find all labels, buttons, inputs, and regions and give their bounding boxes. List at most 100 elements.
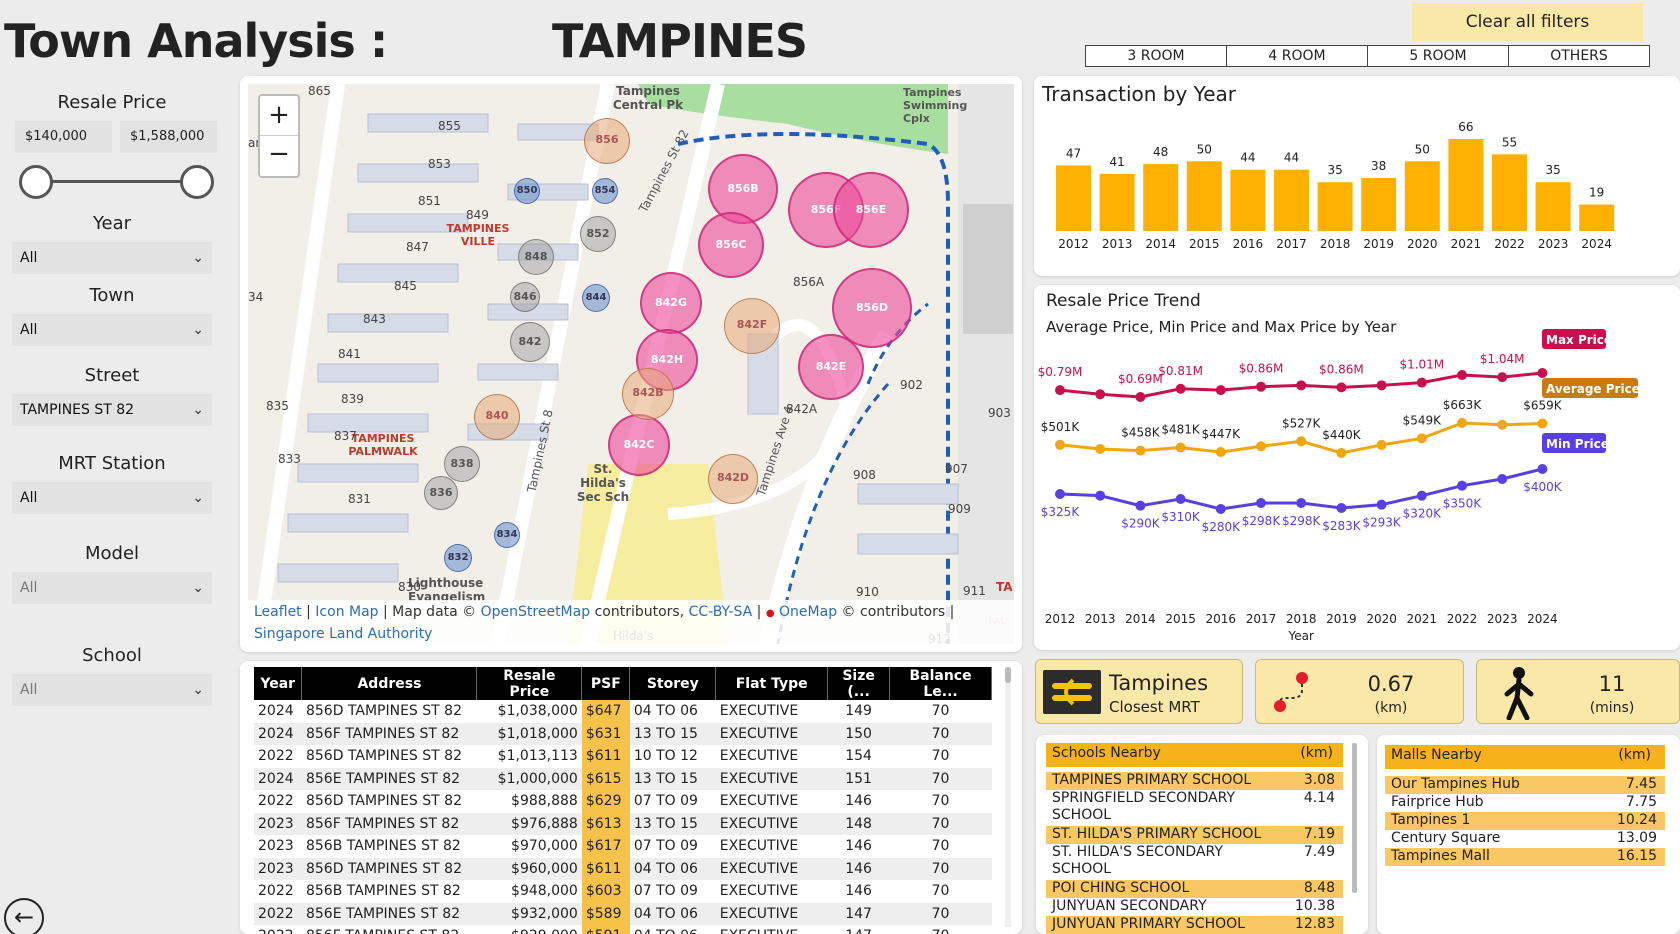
list-item[interactable]: Century Square 13.09: [1385, 830, 1665, 848]
data-point[interactable]: [1416, 377, 1427, 388]
data-point[interactable]: [1497, 474, 1508, 484]
bar-2023[interactable]: [1535, 182, 1571, 231]
legend-tag[interactable]: [1542, 433, 1606, 453]
col-year[interactable]: Year: [254, 667, 303, 700]
map-marker-842g[interactable]: 842G: [640, 272, 702, 334]
map-marker-842c[interactable]: 842C: [608, 414, 670, 476]
list-item[interactable]: Tampines 1 10.24: [1385, 812, 1665, 830]
data-point[interactable]: [1537, 418, 1548, 429]
map-marker-856e[interactable]: 856E: [833, 172, 909, 248]
zoom-in-button[interactable]: +: [260, 96, 298, 136]
map-marker-850[interactable]: 850: [514, 178, 540, 204]
bar-2019[interactable]: [1361, 178, 1397, 231]
data-point[interactable]: [1215, 504, 1226, 514]
map-marker-832[interactable]: 832: [444, 544, 472, 572]
table-row[interactable]: 2022856F TAMPINES ST 82$929,000$59104 TO…: [254, 925, 992, 934]
data-point[interactable]: [1457, 480, 1467, 491]
list-item[interactable]: JUNYUAN PRIMARY SCHOOL 12.83: [1046, 916, 1343, 934]
tab-3-room[interactable]: 3 ROOM: [1085, 45, 1227, 67]
data-point[interactable]: [1296, 380, 1307, 391]
map-marker-848[interactable]: 848: [518, 239, 554, 275]
list-item[interactable]: TAMPINES PRIMARY SCHOOL 3.08: [1046, 772, 1343, 790]
col-storey[interactable]: Storey: [629, 667, 717, 700]
bar-2021[interactable]: [1448, 139, 1484, 231]
table-row[interactable]: 2022 856E TAMPINES ST 82 $932,000 $589 04 TO…: [254, 902, 992, 925]
table-row[interactable]: 2024 856F TAMPINES ST 82 $1,018,000 $631 13 …: [254, 722, 992, 745]
data-point[interactable]: [1416, 433, 1427, 444]
map-marker-842[interactable]: 842: [510, 322, 550, 362]
max-price-input[interactable]: $1,588,000: [120, 121, 217, 153]
data-point[interactable]: [1336, 448, 1347, 458]
table-row[interactable]: 2024 856E TAMPINES ST 82 $1,000,000 $615 13 …: [254, 767, 992, 790]
price-slider-min-handle[interactable]: [19, 165, 53, 199]
map-marker-842b[interactable]: 842B: [622, 368, 674, 420]
data-point[interactable]: [1135, 500, 1146, 511]
tab-others[interactable]: OTHERS: [1508, 45, 1650, 67]
license-link[interactable]: CC-BY-SA: [688, 604, 753, 620]
legend-tag[interactable]: [1542, 329, 1606, 349]
bar-2020[interactable]: [1404, 161, 1440, 231]
table-row[interactable]: 2022 856D TAMPINES ST 82 $1,013,113 $611 10 …: [254, 745, 992, 768]
list-item[interactable]: ST. HILDA'S PRIMARY SCHOOL 7.19: [1046, 826, 1343, 844]
map-marker-856[interactable]: 856: [584, 118, 630, 164]
data-point[interactable]: [1135, 445, 1146, 456]
table-row[interactable]: 2024 856D TAMPINES ST 82 $1,038,000 $647 04 …: [254, 700, 992, 723]
town-filter-dropdown[interactable]: All ⌄: [12, 314, 212, 346]
bar-2022[interactable]: [1492, 154, 1527, 231]
onemap-link[interactable]: OneMap: [779, 604, 838, 620]
map-marker-834[interactable]: 834: [494, 522, 520, 548]
price-slider-max-handle[interactable]: [180, 165, 214, 199]
data-point[interactable]: [1095, 443, 1106, 454]
data-point[interactable]: [1215, 447, 1226, 458]
data-point[interactable]: [1537, 464, 1548, 474]
back-arrow-icon[interactable]: ←: [4, 898, 44, 934]
col-flat-type[interactable]: Flat Type: [715, 667, 829, 700]
data-point[interactable]: [1376, 439, 1387, 450]
map-marker-842e[interactable]: 842E: [798, 334, 864, 400]
table-row[interactable]: 2022 856B TAMPINES ST 82 $948,000 $603 07 TO…: [254, 880, 992, 903]
table-row[interactable]: 2022 856D TAMPINES ST 82 $988,888 $629 07 TO…: [254, 790, 992, 813]
col-resale-price[interactable]: Resale Price: [476, 667, 583, 700]
table-row[interactable]: 2023 856B TAMPINES ST 82 $970,000 $617 07 TO…: [254, 835, 992, 858]
schools-unit[interactable]: (km): [1300, 745, 1333, 761]
data-point[interactable]: [1135, 392, 1146, 402]
bar-2014[interactable]: [1143, 164, 1179, 231]
bar-2016[interactable]: [1230, 169, 1266, 231]
col-balance-lease[interactable]: Balance Le...: [889, 667, 992, 700]
map-marker-846[interactable]: 846: [510, 282, 540, 312]
list-item[interactable]: JUNYUAN SECONDARY SCHOOL10.38: [1046, 898, 1343, 931]
tab-4-room[interactable]: 4 ROOM: [1226, 45, 1368, 67]
bar-2015[interactable]: [1186, 161, 1222, 231]
zoom-out-button[interactable]: −: [268, 139, 290, 169]
data-point[interactable]: [1095, 490, 1106, 501]
map-marker-856c[interactable]: 856C: [698, 212, 764, 278]
data-point[interactable]: [1296, 436, 1307, 447]
price-slider-track[interactable]: [34, 180, 198, 183]
map-marker-840[interactable]: 840: [474, 394, 520, 440]
map-marker-836[interactable]: 836: [424, 476, 458, 510]
data-point[interactable]: [1175, 442, 1186, 453]
schools-title[interactable]: Schools Nearby: [1052, 745, 1161, 761]
data-point[interactable]: [1256, 441, 1266, 452]
bar-2018[interactable]: [1317, 182, 1353, 231]
map-panel[interactable]: Tampines Central Pk Tampines Swimming Cp…: [240, 76, 1022, 652]
model-filter-dropdown[interactable]: All ⌄: [12, 572, 212, 604]
malls-unit[interactable]: (km): [1618, 747, 1651, 763]
data-point[interactable]: [1296, 498, 1307, 508]
table-scrollbar[interactable]: [1005, 667, 1011, 927]
list-item[interactable]: Fairprice Hub 7.75: [1385, 794, 1665, 812]
data-point[interactable]: [1497, 419, 1508, 430]
map-marker-856d[interactable]: 856D: [832, 268, 912, 348]
data-point[interactable]: [1497, 372, 1508, 383]
bar-2013[interactable]: [1099, 173, 1135, 231]
list-item[interactable]: POI CHING SCHOOL 8.48: [1046, 880, 1343, 898]
data-point[interactable]: [1055, 439, 1065, 450]
icon-map-link[interactable]: Icon Map: [315, 604, 379, 620]
data-point[interactable]: [1376, 380, 1387, 391]
year-filter-dropdown[interactable]: All ⌄: [12, 242, 212, 274]
map-marker-852[interactable]: 852: [580, 216, 616, 252]
clear-filters-button[interactable]: Clear all filters: [1412, 3, 1643, 41]
map-canvas[interactable]: Tampines Central Pk Tampines Swimming Cp…: [248, 84, 1014, 644]
list-item[interactable]: ST. HILDA'S SECONDARY SCHOOL 7.49: [1046, 844, 1343, 880]
sla-link[interactable]: Singapore Land Authority: [254, 626, 433, 642]
